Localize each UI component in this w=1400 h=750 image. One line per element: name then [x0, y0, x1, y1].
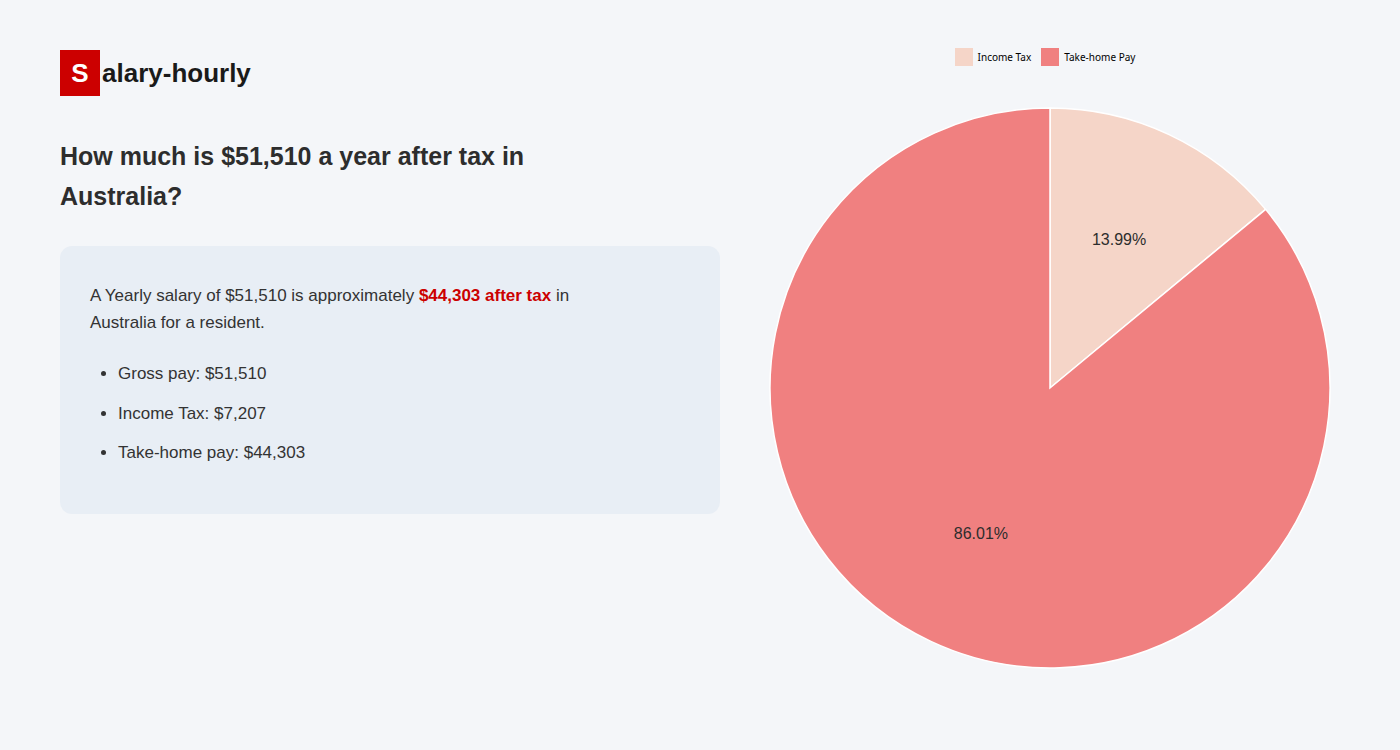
- svg-text:86.01%: 86.01%: [954, 525, 1008, 542]
- html-text:How much is $51,510 a year aft: How much is $51,510 a year after tax in …: [60, 142, 525, 210]
- html-text:Australia for a resident.: Australia for a resident.: [90, 313, 265, 333]
- html-text:A Yearly salary of $51,510 is: A Yearly salary of $51,510 is approximat…: [90, 286, 570, 305]
- html-text:Gross pay: $51,510: Gross pay: $51,510: [118, 364, 267, 384]
- html-text:alary-hourly: alary-hourly: [102, 57, 251, 88]
- html-text:S: S: [71, 57, 89, 88]
- svg-text:13.99%: 13.99%: [1092, 231, 1146, 248]
- html-text:Take-home pay: $44,303: Take-home pay: $44,303: [118, 442, 306, 462]
- html-text:Take-home Pay: Take-home Pay: [1064, 49, 1136, 64]
- html-text:Income Tax: $7,207: Income Tax: $7,207: [118, 403, 267, 423]
- html-text:Income Tax: Income Tax: [977, 49, 1032, 64]
